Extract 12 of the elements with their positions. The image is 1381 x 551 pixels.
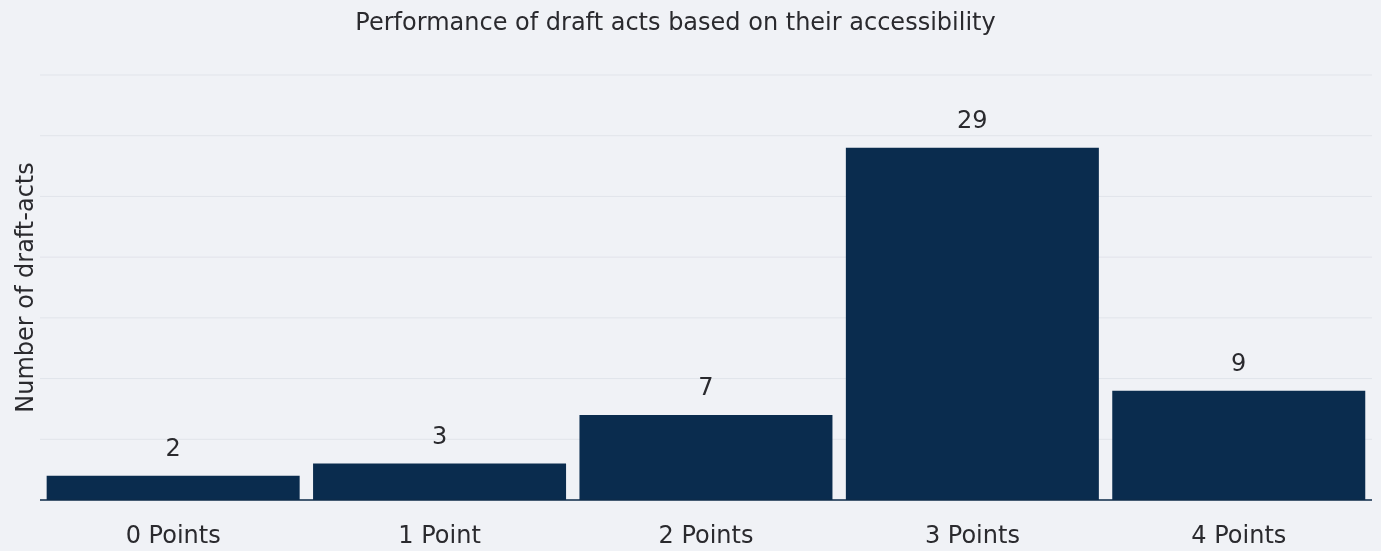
data-label: 7 bbox=[698, 373, 714, 401]
x-tick-label: 0 Points bbox=[125, 521, 221, 550]
y-axis-title: Number of draft-acts bbox=[10, 162, 39, 413]
data-label: 9 bbox=[1231, 348, 1247, 377]
data-label: 29 bbox=[957, 105, 988, 134]
x-tick-label: 1 Point bbox=[398, 521, 481, 550]
data-label: 3 bbox=[431, 421, 448, 450]
x-tick-label: 3 Points bbox=[924, 521, 1020, 550]
x-tick-label: 2 Points bbox=[658, 521, 754, 550]
data-label: 2 bbox=[165, 433, 181, 462]
x-tick-label: 4 Points bbox=[1191, 521, 1287, 550]
chart-title: Performance of draft acts based on their accessibility bbox=[354, 7, 997, 38]
